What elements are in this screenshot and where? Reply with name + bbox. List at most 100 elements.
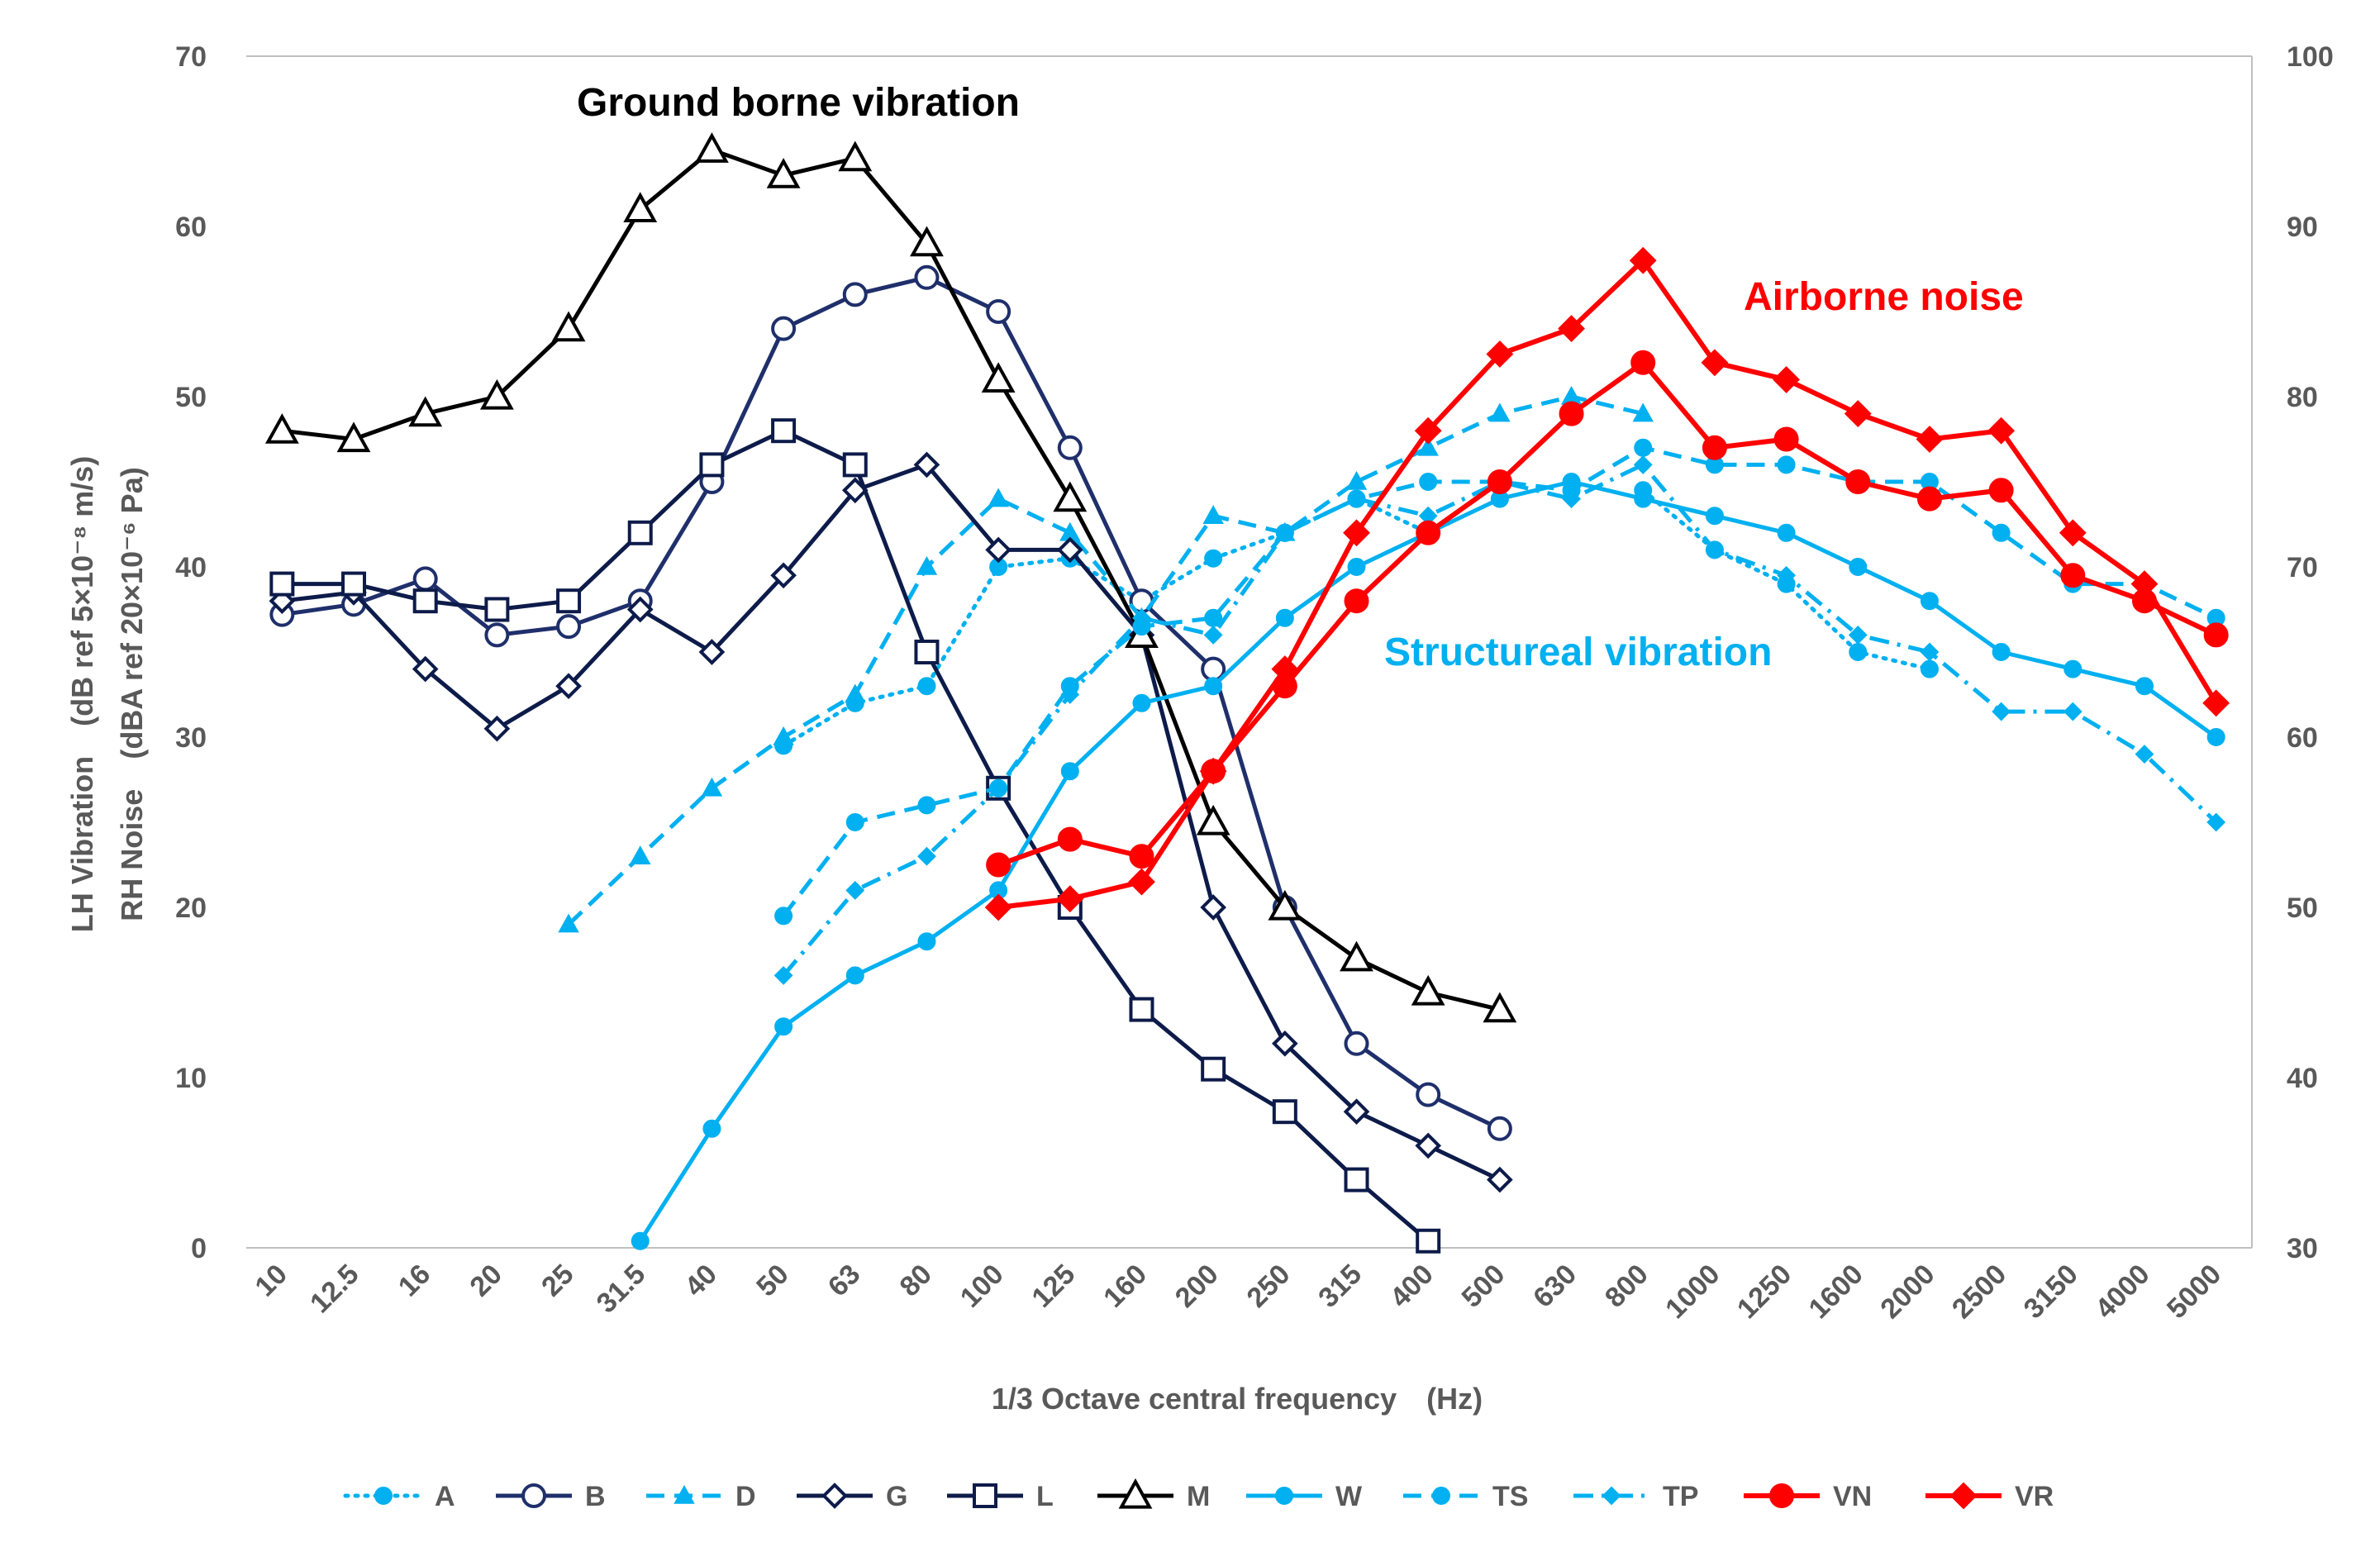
data-point-tp xyxy=(1920,642,1940,662)
right-y-axis-ticks: 30 40 50 60 70 80 90 100 xyxy=(2287,41,2334,1264)
legend-marker xyxy=(1602,1486,1621,1506)
data-point-tp xyxy=(1848,625,1868,645)
data-point-ts xyxy=(1992,523,2011,542)
legend-label: A xyxy=(435,1481,455,1512)
annotation-ground-borne-vibration: Ground borne vibration xyxy=(577,81,1020,125)
data-point-w xyxy=(2063,659,2082,678)
data-point-w xyxy=(1347,558,1366,576)
data-point-m xyxy=(1196,804,1230,835)
data-point-g xyxy=(1272,1030,1298,1057)
data-point-l xyxy=(556,588,582,614)
data-point-m xyxy=(1411,974,1445,1006)
legend-marker xyxy=(1432,1487,1450,1505)
data-point-vn xyxy=(986,852,1011,878)
legend-label: L xyxy=(1036,1481,1054,1512)
data-point-l xyxy=(914,640,940,664)
data-point-l xyxy=(627,520,653,545)
data-point-m xyxy=(623,192,658,222)
series-group xyxy=(264,132,2230,1254)
data-point-d xyxy=(1632,402,1654,422)
legend-label: TP xyxy=(1663,1481,1698,1512)
data-point-vn xyxy=(1416,520,1441,545)
data-point-g xyxy=(1056,536,1083,564)
data-point-l xyxy=(341,571,367,597)
data-point-tp xyxy=(1203,625,1223,645)
x-axis-title: 1/3 Octave central frequency (Hz) xyxy=(992,1382,1483,1416)
legend-item-vr: VR xyxy=(1925,1481,2054,1512)
data-point-w xyxy=(1634,489,1653,508)
data-point-vn xyxy=(1344,588,1369,614)
data-point-vn xyxy=(1630,350,1656,375)
data-point-g xyxy=(770,562,797,589)
y-tick-right: 80 xyxy=(2287,382,2318,413)
y-tick-right: 70 xyxy=(2287,552,2318,583)
data-point-b xyxy=(1344,1031,1369,1056)
legend-item-m: M xyxy=(1097,1478,1210,1512)
legend-label: VR xyxy=(2015,1481,2054,1512)
data-point-w xyxy=(631,1231,650,1250)
y-tick-right: 40 xyxy=(2287,1063,2318,1094)
data-point-ts xyxy=(917,796,936,815)
legend-label: TS xyxy=(1492,1481,1528,1512)
data-point-l xyxy=(269,571,295,597)
data-point-b xyxy=(1416,1082,1441,1107)
data-point-vr xyxy=(1128,868,1155,896)
series-line-d xyxy=(567,394,1644,926)
data-point-w xyxy=(1060,762,1079,781)
data-point-l xyxy=(771,418,797,444)
data-point-w xyxy=(845,966,864,985)
data-point-tp xyxy=(845,880,865,900)
data-point-w xyxy=(1705,507,1724,526)
data-point-vr xyxy=(1558,315,1585,343)
data-point-d xyxy=(773,726,794,745)
legend-label: M xyxy=(1187,1481,1210,1512)
data-point-vr xyxy=(2130,570,2159,598)
data-point-g xyxy=(1487,1166,1513,1193)
data-point-vr xyxy=(1987,416,2016,445)
axes xyxy=(246,56,2253,1249)
data-point-w xyxy=(1849,558,1868,576)
data-point-l xyxy=(1201,1056,1226,1082)
data-point-l xyxy=(412,588,438,614)
data-point-w xyxy=(1920,592,1939,611)
data-point-m xyxy=(1053,481,1088,512)
data-point-d xyxy=(630,845,651,864)
data-point-vr xyxy=(1056,885,1084,913)
legend-item-ts: TS xyxy=(1403,1481,1528,1512)
data-point-vr xyxy=(1414,416,1442,445)
series-g xyxy=(269,451,1513,1193)
data-point-l xyxy=(1344,1167,1369,1192)
data-point-vr xyxy=(1701,349,1729,377)
data-point-b xyxy=(986,299,1011,324)
data-point-ts xyxy=(845,813,864,831)
y-tick-left: 40 xyxy=(175,552,207,583)
data-point-d xyxy=(845,683,866,703)
data-point-tp xyxy=(2135,745,2154,764)
data-point-vr xyxy=(1343,519,1370,547)
annotation-structural-vibration: Structureal vibration xyxy=(1384,631,1772,674)
data-point-g xyxy=(1200,894,1226,921)
data-point-tp xyxy=(1633,455,1653,474)
legend: A B D G L M W TS TP VN VR xyxy=(343,1478,2054,1512)
data-point-ts xyxy=(1634,438,1653,457)
legend-marker xyxy=(821,1483,848,1509)
data-point-vr xyxy=(1773,365,1801,393)
y-tick-left: 30 xyxy=(175,722,207,754)
data-point-tp xyxy=(774,965,793,985)
data-point-m xyxy=(910,226,944,257)
data-point-tp xyxy=(988,778,1008,798)
data-point-w xyxy=(917,932,936,951)
data-point-tp xyxy=(1777,565,1797,585)
data-point-l xyxy=(1129,997,1154,1022)
data-point-b xyxy=(914,264,940,290)
data-point-b xyxy=(412,566,438,592)
y-tick-left: 70 xyxy=(175,41,207,73)
legend-marker xyxy=(374,1487,393,1505)
legend-label: B xyxy=(585,1481,606,1512)
data-point-vn xyxy=(1129,844,1154,869)
data-point-b xyxy=(556,614,582,640)
series-l xyxy=(269,418,1441,1254)
data-point-a xyxy=(917,677,936,696)
data-point-tp xyxy=(917,846,936,866)
data-point-g xyxy=(412,655,439,683)
